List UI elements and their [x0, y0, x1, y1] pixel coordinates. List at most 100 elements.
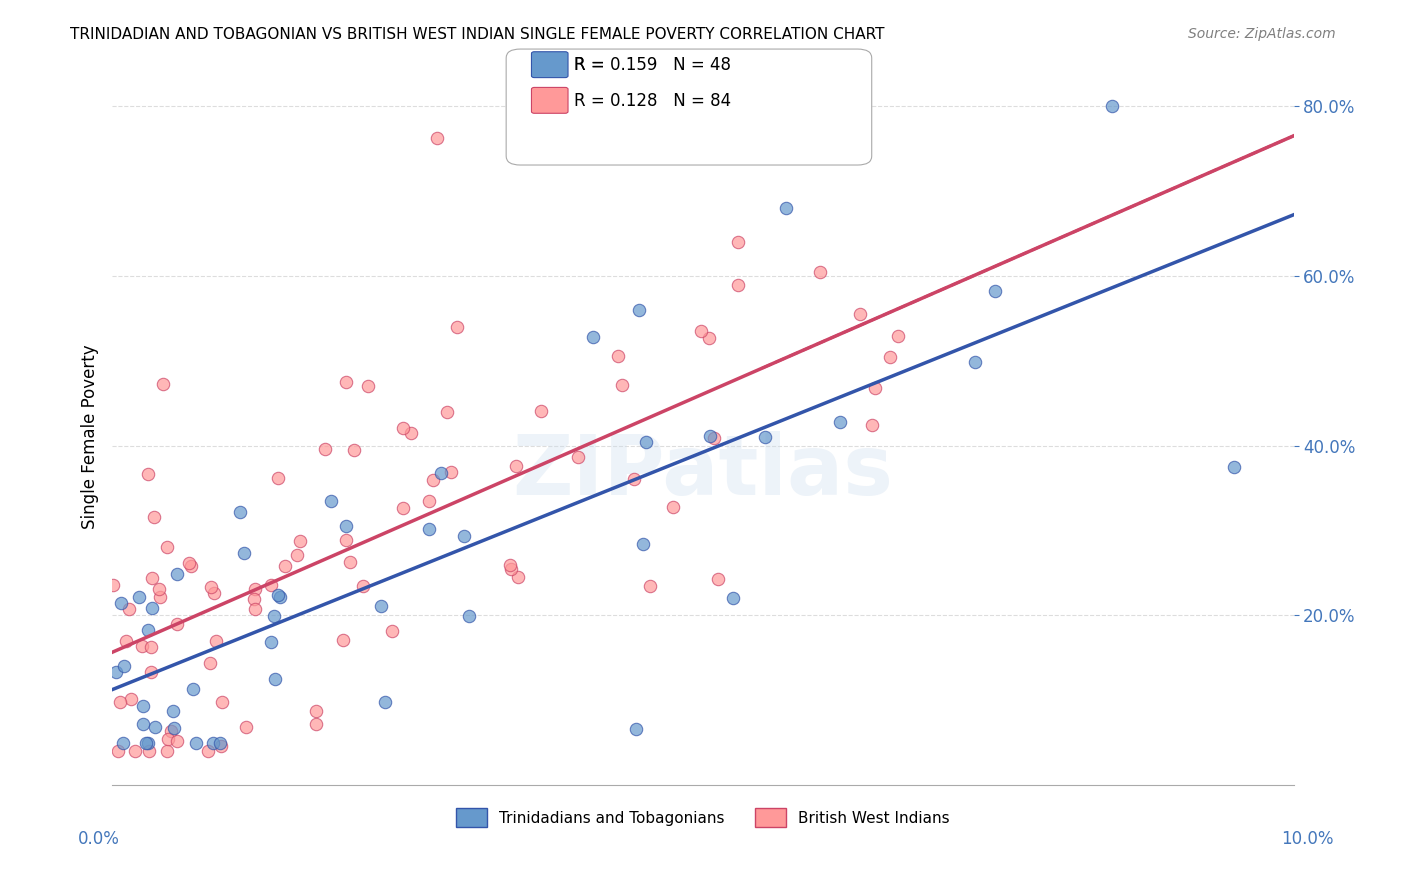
Trinidadians and Tobagonians: [699, 428, 721, 442]
Trinidadians and Tobagonians: [631, 537, 654, 551]
Trinidadians and Tobagonians: [335, 518, 357, 533]
Trinidadians and Tobagonians: [260, 634, 283, 648]
British West Indians: [156, 731, 179, 746]
British West Indians: [703, 431, 725, 445]
British West Indians: [139, 640, 162, 654]
British West Indians: [142, 509, 165, 524]
British West Indians: [623, 472, 645, 486]
British West Indians: [200, 580, 222, 594]
Text: 10.0%: 10.0%: [1281, 830, 1334, 847]
British West Indians: [148, 582, 170, 596]
British West Indians: [180, 558, 202, 573]
Trinidadians and Tobagonians: [626, 722, 648, 736]
British West Indians: [446, 319, 468, 334]
Trinidadians and Tobagonians: [128, 591, 150, 605]
Trinidadians and Tobagonians: [453, 529, 475, 543]
British West Indians: [141, 571, 163, 585]
Trinidadians and Tobagonians: [166, 567, 188, 582]
Text: ZIPatlas: ZIPatlas: [513, 432, 893, 512]
British West Indians: [707, 572, 730, 586]
Trinidadians and Tobagonians: [721, 591, 744, 606]
Trinidadians and Tobagonians: [319, 493, 342, 508]
Text: R = 0.159   N = 48: R = 0.159 N = 48: [574, 56, 731, 74]
British West Indians: [177, 556, 200, 570]
Trinidadians and Tobagonians: [269, 590, 291, 604]
Trinidadians and Tobagonians: [264, 672, 287, 686]
Text: R =: R =: [574, 56, 610, 74]
British West Indians: [136, 467, 159, 482]
British West Indians: [339, 555, 361, 569]
Trinidadians and Tobagonians: [828, 415, 851, 429]
British West Indians: [689, 324, 711, 338]
British West Indians: [440, 465, 463, 479]
British West Indians: [211, 695, 233, 709]
British West Indians: [399, 425, 422, 440]
Legend: Trinidadians and Tobagonians, British West Indians: Trinidadians and Tobagonians, British We…: [450, 802, 956, 833]
British West Indians: [392, 500, 415, 515]
Trinidadians and Tobagonians: [267, 588, 290, 602]
British West Indians: [138, 744, 160, 758]
Trinidadians and Tobagonians: [457, 608, 479, 623]
British West Indians: [205, 634, 228, 648]
Trinidadians and Tobagonians: [112, 659, 135, 673]
British West Indians: [120, 692, 142, 706]
British West Indians: [863, 381, 886, 395]
British West Indians: [305, 717, 328, 731]
British West Indians: [418, 494, 440, 508]
Trinidadians and Tobagonians: [110, 596, 132, 610]
Trinidadians and Tobagonians: [105, 665, 128, 679]
Trinidadians and Tobagonians: [370, 599, 392, 613]
British West Indians: [108, 695, 131, 709]
British West Indians: [156, 744, 179, 758]
Trinidadians and Tobagonians: [582, 330, 605, 344]
Trinidadians and Tobagonians: [209, 735, 232, 749]
Trinidadians and Tobagonians: [754, 430, 776, 444]
Trinidadians and Tobagonians: [201, 735, 224, 749]
British West Indians: [662, 500, 685, 514]
Trinidadians and Tobagonians: [963, 355, 986, 369]
British West Indians: [862, 418, 884, 433]
British West Indians: [131, 639, 153, 653]
Trinidadians and Tobagonians: [131, 717, 153, 731]
British West Indians: [243, 582, 266, 597]
British West Indians: [259, 578, 281, 592]
British West Indians: [149, 590, 172, 604]
British West Indians: [235, 720, 257, 734]
Trinidadians and Tobagonians: [143, 720, 166, 734]
Text: R = 0.128   N = 84: R = 0.128 N = 84: [574, 92, 731, 110]
British West Indians: [243, 601, 266, 615]
Trinidadians and Tobagonians: [628, 302, 651, 317]
Text: Source: ZipAtlas.com: Source: ZipAtlas.com: [1188, 27, 1336, 41]
Trinidadians and Tobagonians: [141, 600, 163, 615]
British West Indians: [392, 421, 415, 435]
Trinidadians and Tobagonians: [112, 735, 135, 749]
British West Indians: [343, 442, 366, 457]
Trinidadians and Tobagonians: [184, 735, 207, 749]
British West Indians: [160, 724, 183, 739]
Y-axis label: Single Female Poverty: Single Female Poverty: [80, 345, 98, 529]
British West Indians: [198, 656, 221, 670]
Trinidadians and Tobagonians: [374, 695, 396, 709]
British West Indians: [501, 562, 523, 576]
British West Indians: [285, 548, 308, 562]
British West Indians: [107, 744, 129, 758]
British West Indians: [697, 331, 720, 345]
Trinidadians and Tobagonians: [634, 434, 657, 449]
British West Indians: [357, 379, 380, 393]
British West Indians: [273, 558, 295, 573]
British West Indians: [166, 617, 188, 632]
British West Indians: [115, 633, 138, 648]
British West Indians: [290, 533, 312, 548]
Trinidadians and Tobagonians: [229, 505, 252, 519]
British West Indians: [727, 235, 749, 249]
British West Indians: [530, 403, 553, 417]
Trinidadians and Tobagonians: [136, 735, 159, 749]
British West Indians: [335, 533, 357, 548]
British West Indians: [332, 633, 354, 648]
British West Indians: [202, 585, 225, 599]
British West Indians: [267, 471, 290, 485]
British West Indians: [508, 570, 530, 584]
British West Indians: [243, 592, 266, 607]
British West Indians: [103, 578, 125, 592]
British West Indians: [209, 739, 232, 753]
